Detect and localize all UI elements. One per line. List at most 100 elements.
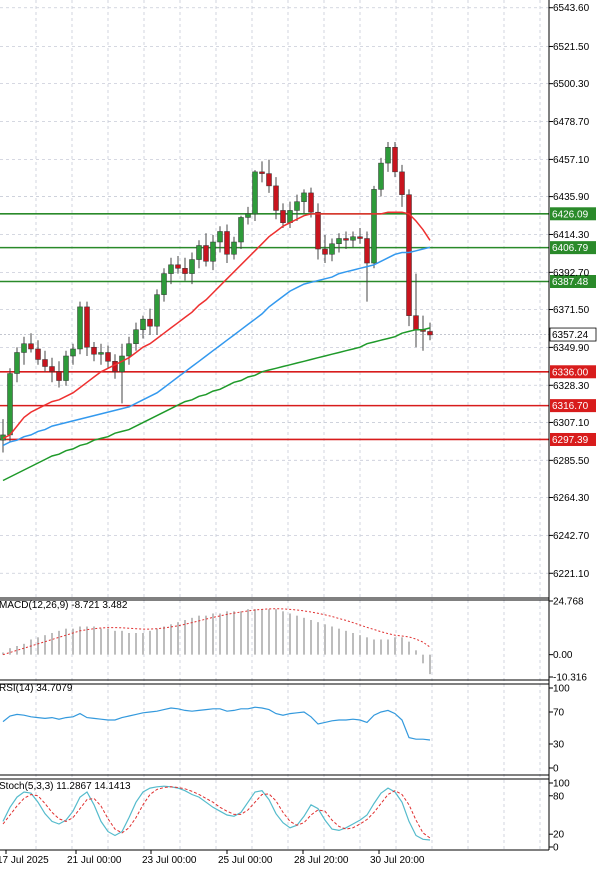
bull-candle xyxy=(301,192,307,202)
rsi-label: RSI(14) 34.7079 xyxy=(0,683,73,694)
bear-candle xyxy=(427,331,433,336)
time-tick-label: 25 Jul 00:00 xyxy=(218,855,273,866)
resistance-level-label: 6406.79 xyxy=(552,243,589,254)
candlesticks xyxy=(0,142,433,453)
current-price-label: 6357.24 xyxy=(552,330,589,341)
price-levels: 6426.09 6406.79 6387.48 6336.00 6316.70 6297.… xyxy=(0,207,597,446)
bull-candle xyxy=(126,343,132,357)
bull-candle xyxy=(252,171,258,215)
bear-candle xyxy=(280,210,286,223)
price-tick-label: 6307.10 xyxy=(553,418,590,429)
price-tick-label: 6392.70 xyxy=(553,268,590,279)
bull-candle xyxy=(378,162,384,190)
bear-candle xyxy=(147,318,153,327)
support-level-label: 6336.00 xyxy=(552,367,589,378)
rsi-tick-label: 70 xyxy=(553,708,565,719)
axis-labels: MACD(12,26,9) -8.721 3.482 RSI(14) 34.70… xyxy=(0,600,131,792)
bull-candle xyxy=(385,147,391,164)
bull-candle xyxy=(98,352,104,355)
bear-candle xyxy=(203,245,209,262)
stoch-tick-label: 20 xyxy=(553,830,565,841)
rsi-tick-label: 100 xyxy=(553,684,570,695)
bull-candle xyxy=(245,213,251,218)
bull-candle xyxy=(329,243,335,255)
time-tick-label: 21 Jul 00:00 xyxy=(67,855,122,866)
price-tick-label: 6457.10 xyxy=(553,155,590,166)
ma-fast-line xyxy=(2,211,431,440)
bear-candle xyxy=(308,192,314,213)
stoch-tick-label: 0 xyxy=(553,843,559,854)
price-tick-label: 6221.10 xyxy=(553,569,590,580)
bull-candle xyxy=(21,343,27,353)
bear-candle xyxy=(259,171,265,174)
bear-candle xyxy=(28,343,34,350)
stochastic-panel xyxy=(2,785,431,841)
bear-candle xyxy=(273,185,279,211)
price-tick-label: 6264.30 xyxy=(553,493,590,504)
bear-candle xyxy=(91,346,97,355)
rsi-panel xyxy=(2,706,431,741)
macd-label: MACD(12,26,9) -8.721 3.482 xyxy=(0,600,128,611)
support-level-box xyxy=(550,432,596,446)
bear-candle xyxy=(392,147,398,173)
bull-candle xyxy=(161,273,167,295)
price-tick-label: 6371.50 xyxy=(553,305,590,316)
bear-candle xyxy=(49,366,55,373)
bull-candle xyxy=(7,373,13,436)
time-tick-label: 28 Jul 20:00 xyxy=(294,855,349,866)
support-level-box xyxy=(550,399,596,413)
bull-candle xyxy=(350,236,356,241)
price-tick-label: 6285.50 xyxy=(553,456,590,467)
macd-panel xyxy=(2,608,431,675)
bull-candle xyxy=(140,318,146,330)
stoch-signal-line xyxy=(2,786,431,839)
macd-signal-line xyxy=(2,608,431,656)
bull-candle xyxy=(196,245,202,260)
resistance-level-label: 6387.48 xyxy=(552,277,589,288)
time-tick-label: 17 Jul 2025 xyxy=(0,855,49,866)
bear-candle xyxy=(56,371,62,381)
bull-candle xyxy=(371,189,377,264)
bull-candle xyxy=(133,329,139,344)
rsi-tick-label: 30 xyxy=(553,740,565,751)
price-tick-label: 6414.30 xyxy=(553,230,590,241)
support-level-box xyxy=(550,365,596,379)
support-level-label: 6297.39 xyxy=(552,435,589,446)
bear-candle xyxy=(357,236,363,239)
bull-candle xyxy=(231,241,237,255)
bear-candle xyxy=(42,359,48,367)
price-tick-label: 6349.90 xyxy=(553,343,590,354)
bear-candle xyxy=(322,248,328,255)
macd-tick-label: 24.768 xyxy=(553,597,584,608)
ma-mid-line xyxy=(2,246,431,447)
bull-candle xyxy=(14,352,20,374)
resistance-level-label: 6426.09 xyxy=(552,209,589,220)
price-tick-label: 6500.30 xyxy=(553,79,590,90)
bull-candle xyxy=(168,264,174,274)
bull-candle xyxy=(154,294,160,327)
macd-tick-label: -10.316 xyxy=(553,673,587,684)
bull-candle xyxy=(77,306,83,350)
grid-lines xyxy=(0,0,549,850)
bear-candle xyxy=(406,194,412,316)
bear-candle xyxy=(343,238,349,241)
bear-candle xyxy=(413,315,419,330)
bull-candle xyxy=(294,201,300,211)
bull-candle xyxy=(63,355,69,381)
bear-candle xyxy=(266,173,272,187)
bear-candle xyxy=(105,352,111,362)
rsi-tick-label: 0 xyxy=(553,764,559,775)
price-tick-label: 6543.60 xyxy=(553,3,590,14)
bear-candle xyxy=(35,348,41,360)
price-tick-label: 6435.90 xyxy=(553,192,590,203)
ma-slow-line xyxy=(2,327,431,482)
bear-candle xyxy=(175,264,181,269)
resistance-level-box xyxy=(550,241,596,255)
time-tick-label: 30 Jul 20:00 xyxy=(370,855,425,866)
bull-candle xyxy=(70,348,76,357)
bear-candle xyxy=(364,238,370,264)
moving-averages xyxy=(2,211,431,482)
bull-candle xyxy=(336,238,342,245)
bull-candle xyxy=(189,259,195,274)
